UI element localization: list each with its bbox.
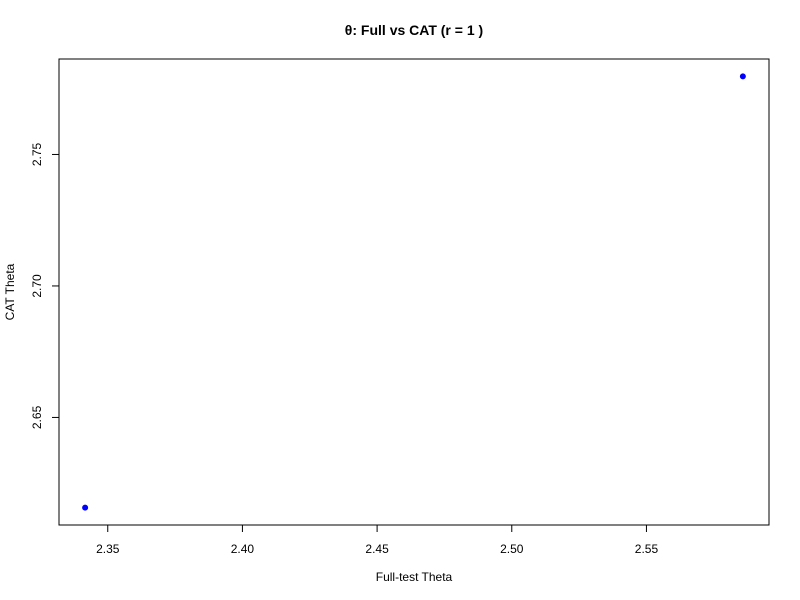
- y-tick-label: 2.65: [30, 405, 44, 429]
- x-tick-label: 2.45: [365, 542, 389, 556]
- x-tick-label: 2.55: [635, 542, 659, 556]
- data-points: [82, 73, 746, 511]
- y-tick-label: 2.75: [30, 142, 44, 166]
- x-axis: 2.35 2.40 2.45 2.50 2.55: [96, 524, 659, 556]
- chart-title: θ: Full vs CAT (r = 1 ): [345, 22, 483, 38]
- x-tick-label: 2.50: [500, 542, 524, 556]
- x-tick-label: 2.40: [231, 542, 255, 556]
- y-axis-label: CAT Theta: [3, 263, 17, 320]
- plot-area-border: [58, 58, 770, 526]
- y-axis: 2.65 2.70 2.75: [30, 142, 60, 429]
- x-tick-label: 2.35: [96, 542, 120, 556]
- x-axis-label: Full-test Theta: [376, 570, 453, 584]
- y-tick-label: 2.70: [30, 274, 44, 298]
- data-point: [739, 73, 746, 80]
- data-point: [82, 504, 89, 511]
